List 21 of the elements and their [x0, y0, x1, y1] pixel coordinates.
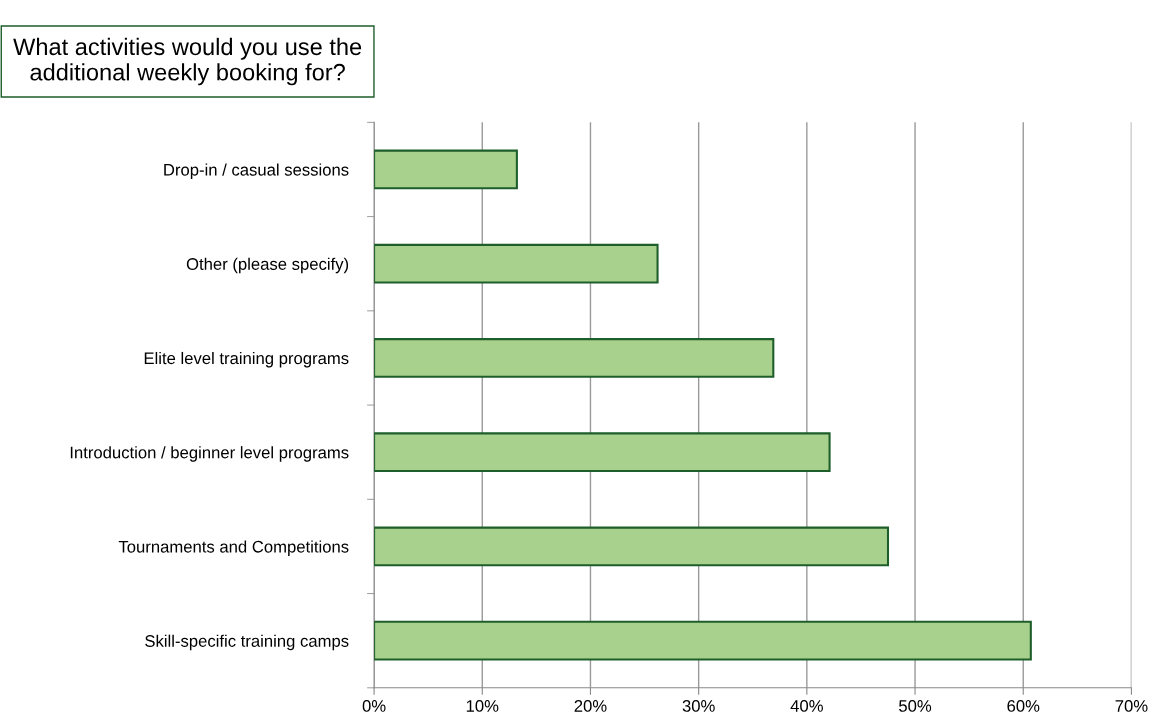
y-tick-label: Skill-specific training camps: [145, 634, 349, 651]
x-tick-label: 20%: [574, 700, 607, 712]
x-tick-label: 0%: [362, 700, 386, 712]
bar: [374, 526, 890, 567]
x-tick-label: 10%: [466, 700, 499, 712]
bar: [374, 432, 831, 473]
y-tick-label: Tournaments and Competitions: [118, 540, 349, 556]
x-tick-label: 60%: [1007, 700, 1040, 712]
y-tick-label: Other (please specify): [186, 257, 349, 274]
bar: [374, 149, 518, 190]
x-tick-label: 70%: [1115, 700, 1148, 712]
x-tick-label: 40%: [790, 700, 823, 712]
y-tick-label: Elite level training programs: [144, 351, 349, 368]
bar: [374, 243, 659, 284]
bar: [374, 620, 1032, 661]
x-tick-label: 50%: [899, 700, 932, 712]
x-tick-label: 30%: [682, 700, 715, 712]
y-tick-label: Introduction / beginner level programs: [70, 446, 349, 462]
chart-title: What activities would you use the additional weekly booking for?: [13, 37, 362, 86]
y-tick-label: Drop-in / casual sessions: [164, 163, 349, 179]
bar: [374, 338, 775, 378]
